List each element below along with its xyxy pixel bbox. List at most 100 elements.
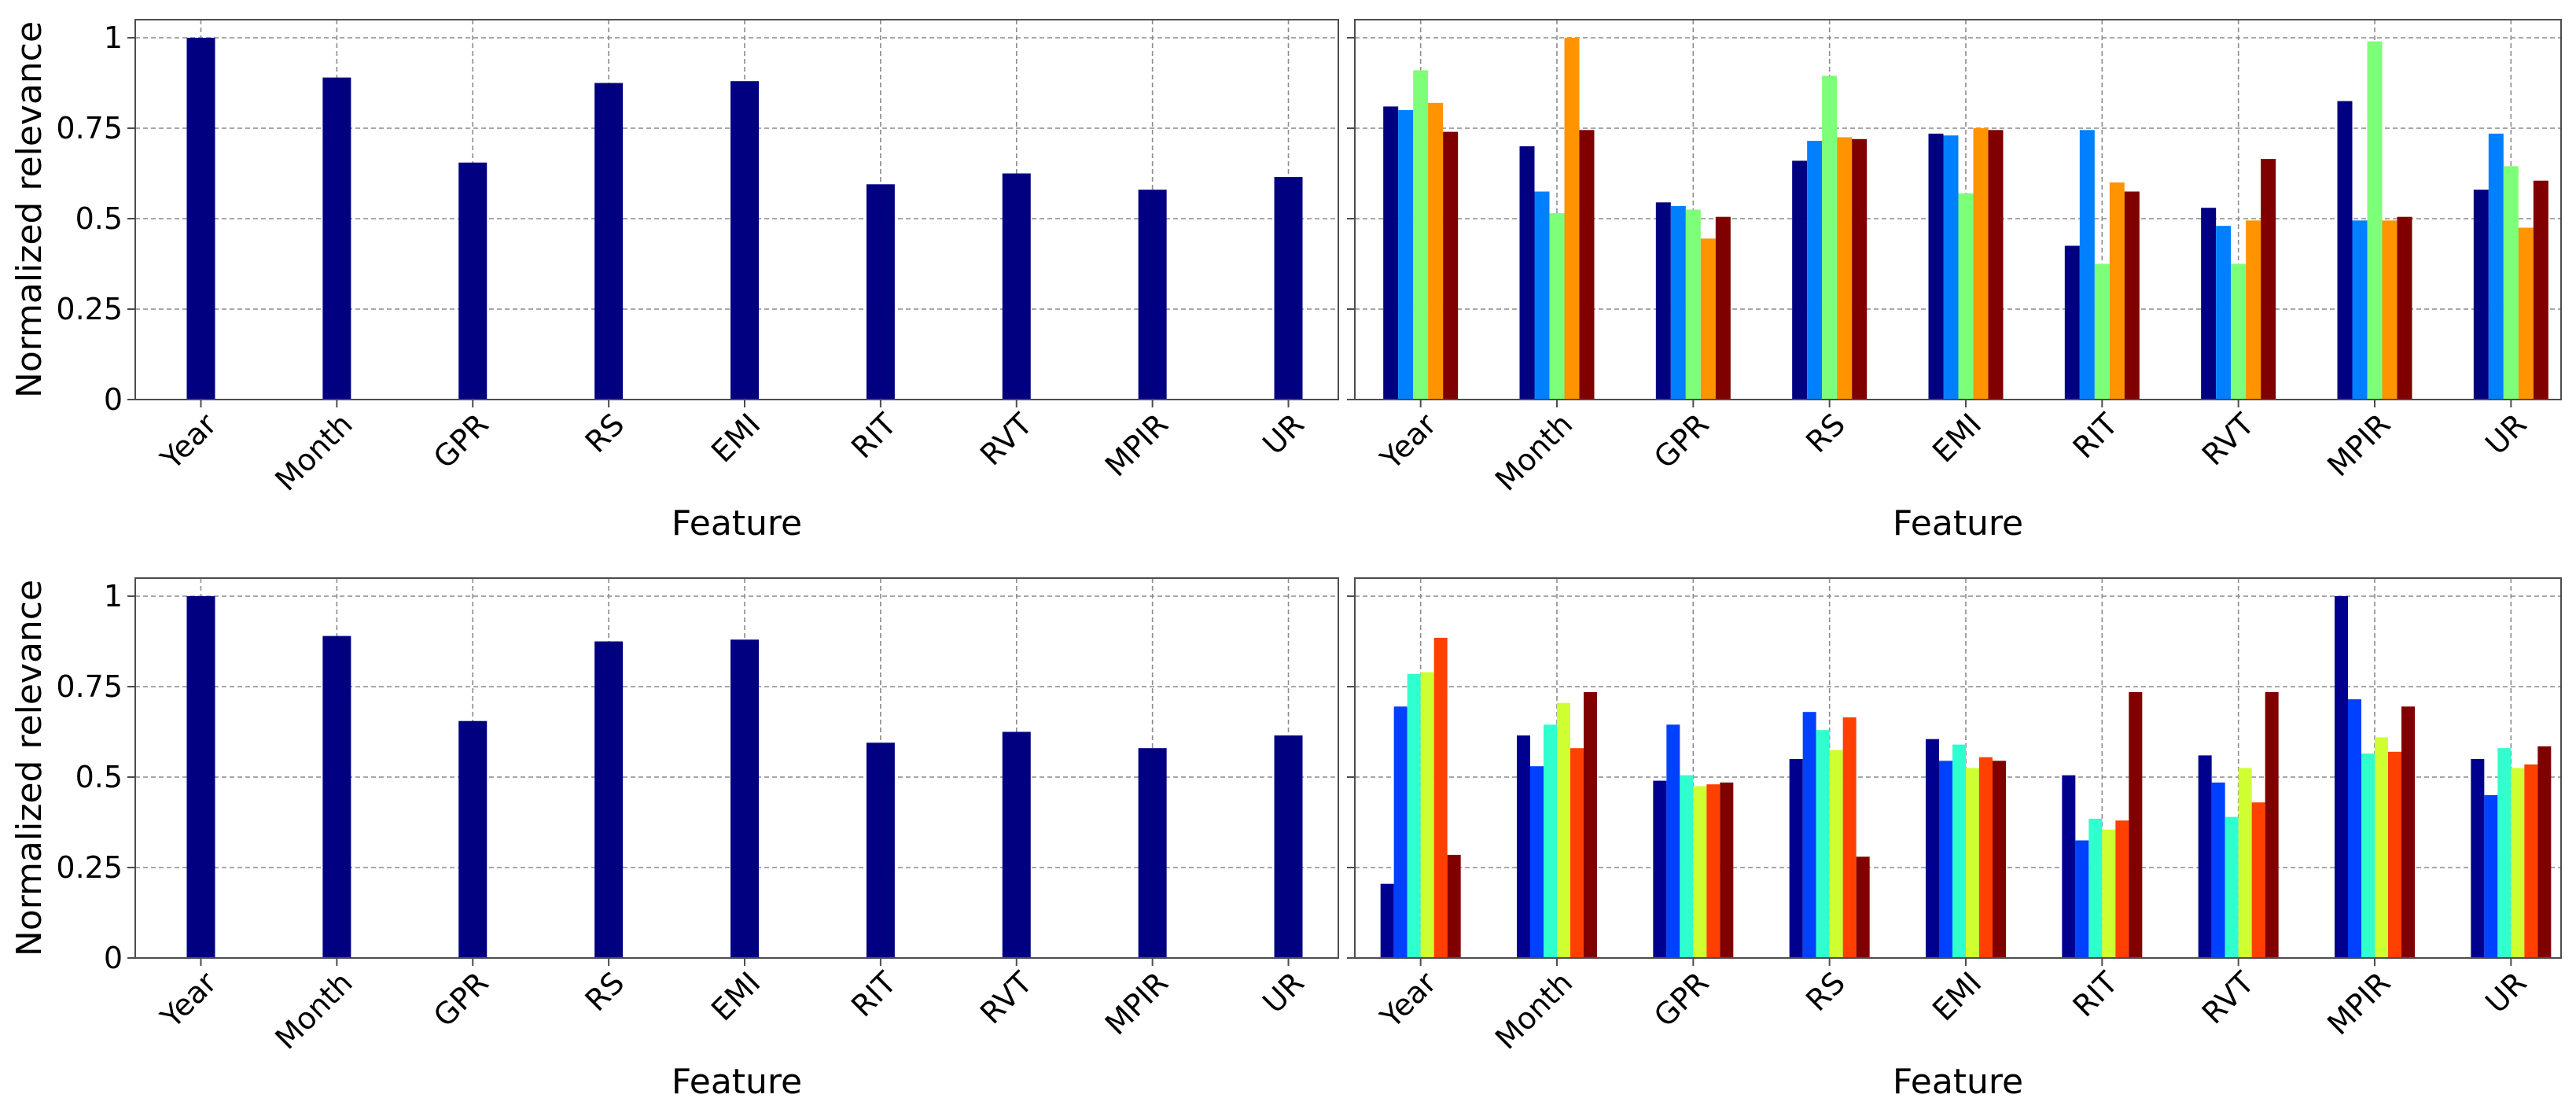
x-tick-label: UR [2478,407,2533,461]
chart-panel-2: Year Month GPR RS EMI RIT RVT MPIR UR Feature [1347,19,2562,543]
x-tick-label: RIT [2066,965,2125,1024]
bar-gpr-series-4 [1700,238,1716,400]
bar-rit-series-4 [2102,829,2116,958]
bar-rs-series-1 [594,83,624,400]
bar-rvt-series-4 [2238,768,2252,958]
bar-ur-series-4 [2518,227,2534,400]
x-tick-label: RIT [2066,407,2125,466]
x-tick-label: UR [1256,407,1310,461]
bar-rvt-series-2 [2211,782,2225,958]
bar-mpir-series-1 [2337,101,2353,400]
bar-month-series-5 [1579,130,1595,400]
bar-ur-series-3 [2497,748,2512,958]
bar-gpr-series-6 [1720,782,1734,958]
bar-rvt-series-1 [2198,755,2212,958]
bar-gpr-series-1 [458,720,488,958]
bar-ur-series-5 [2524,764,2538,958]
x-axis-title: Feature [672,1062,802,1102]
x-axis-title: Feature [1893,503,2023,543]
bar-month-series-3 [1549,213,1565,400]
bar-month-series-1 [322,77,351,400]
plot-frame [1354,577,2562,959]
bar-ur-series-1 [1274,177,1303,400]
bar-rs-series-4 [1829,750,1843,958]
bar-rs-series-1 [1789,759,1803,958]
bar-rvt-series-4 [2246,220,2261,400]
bar-gpr-series-1 [1655,202,1671,400]
x-tick-label: RS [1799,407,1852,459]
bar-mpir-series-6 [2401,706,2415,958]
x-tick-label: RS [579,965,631,1018]
bar-ur-series-1 [2473,190,2489,400]
bar-rit-series-2 [2079,130,2095,400]
bar-gpr-series-2 [1666,724,1680,958]
bar-year-series-1 [186,596,215,958]
x-tick-label: Year [1373,407,1443,477]
bar-rs-series-2 [1807,141,1823,400]
bar-emi-series-2 [1939,761,1952,958]
bar-year-series-4 [1428,102,1444,400]
bar-rs-series-5 [1852,138,1868,400]
bar-emi-series-3 [1952,744,1966,958]
bar-emi-series-3 [1958,193,1974,400]
bar-year-series-1 [1380,883,1394,958]
y-tick-label: 0.25 [56,292,123,326]
bar-year-series-3 [1413,70,1429,400]
x-tick-label: RIT [845,965,903,1024]
bar-rs-series-1 [1792,160,1808,400]
bar-ur-series-1 [2471,759,2485,958]
x-tick-label: EMI [705,965,767,1027]
y-tick-label: 1 [104,579,123,613]
bar-month-series-4 [1557,702,1570,958]
bar-rvt-series-3 [2231,263,2247,400]
bar-emi-series-5 [1988,130,2004,400]
x-tick-label: EMI [1926,407,1988,469]
bar-gpr-series-1 [458,162,488,400]
x-tick-label: GPR [427,407,495,475]
bar-gpr-series-2 [1670,205,1686,400]
bar-gpr-series-4 [1693,786,1707,958]
bar-rs-series-3 [1816,730,1830,958]
x-tick-label: MPIR [1098,407,1175,483]
bar-year-series-6 [1447,854,1461,958]
y-tick-label: 0.5 [75,201,123,236]
bar-month-series-2 [1534,191,1550,400]
bar-mpir-series-2 [2348,699,2361,958]
x-tick-label: RVT [973,407,1040,473]
x-tick-label: GPR [1647,407,1716,475]
bar-rit-series-6 [2129,691,2143,958]
bar-emi-series-1 [1928,133,1944,400]
x-tick-label: Month [268,965,359,1056]
x-tick-label: RVT [973,965,1040,1031]
bar-mpir-series-3 [2367,41,2383,400]
x-tick-label: RS [579,407,631,459]
chart-panel-4: Year Month GPR RS EMI RIT RVT MPIR UR Feature [1347,577,2562,1102]
bar-rit-series-5 [2124,191,2140,400]
y-axis-title: Normalized relevance [9,580,50,956]
x-tick-label: Month [1489,407,1579,497]
bar-rit-series-3 [2088,818,2103,958]
x-tick-label: UR [1256,965,1310,1019]
x-tick-label: GPR [427,965,495,1033]
bar-mpir-series-1 [1138,748,1167,958]
bar-rvt-series-5 [2251,802,2265,958]
bar-ur-series-5 [2533,180,2548,400]
bar-year-series-5 [1443,131,1459,400]
x-tick-label: UR [2478,965,2533,1019]
bar-ur-series-6 [2537,746,2552,958]
bar-month-series-4 [1564,38,1580,400]
bar-emi-series-2 [1943,135,1959,400]
bar-month-series-6 [1584,691,1597,958]
plot-frame [134,19,1339,400]
bar-ur-series-4 [2511,768,2525,958]
bar-emi-series-4 [1966,768,1979,958]
bar-rs-series-5 [1842,717,1857,958]
bar-year-series-1 [1383,106,1399,400]
y-tick-label: 0.25 [56,850,123,885]
x-tick-label: Month [268,407,359,497]
bar-emi-series-1 [1926,739,1939,958]
bar-rit-series-2 [2075,840,2089,958]
bar-rvt-series-1 [2201,208,2217,400]
plot-frame [1354,19,2562,400]
